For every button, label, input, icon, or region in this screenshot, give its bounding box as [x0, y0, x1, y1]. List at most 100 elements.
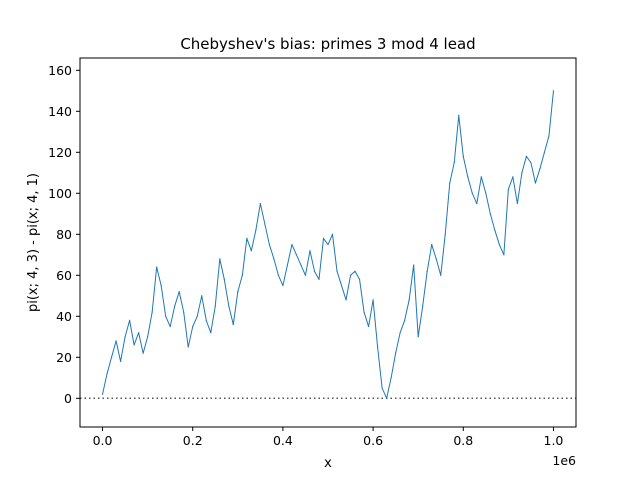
- data-point: [101, 393, 104, 395]
- data-point: [201, 295, 203, 297]
- plot-frame: [79, 57, 577, 428]
- data-point: [467, 176, 469, 178]
- data-point: [471, 192, 473, 194]
- y-tick-label: 60: [56, 268, 72, 283]
- data-point: [458, 114, 460, 116]
- data-point: [336, 270, 338, 272]
- data-point: [381, 387, 383, 389]
- data-point: [372, 299, 374, 301]
- data-point: [331, 233, 334, 235]
- data-point: [435, 258, 437, 260]
- data-point: [187, 346, 189, 348]
- y-tick-label: 160: [48, 63, 72, 78]
- y-tick-label: 80: [56, 227, 72, 242]
- data-point: [259, 202, 261, 205]
- data-point: [295, 254, 298, 256]
- data-point: [489, 213, 491, 215]
- data-point: [390, 377, 392, 379]
- data-point: [426, 270, 428, 272]
- data-point: [133, 344, 135, 346]
- data-point: [192, 325, 194, 328]
- series-layer: [101, 90, 555, 399]
- y-tick-label: 120: [48, 145, 72, 160]
- chart-title: Chebyshev's bias: primes 3 mod 4 lead: [180, 35, 475, 53]
- data-point: [174, 305, 176, 307]
- data-point: [119, 360, 122, 362]
- data-point: [165, 315, 167, 317]
- data-point: [110, 356, 113, 358]
- data-point: [327, 243, 329, 246]
- data-point: [552, 90, 555, 92]
- data-point: [363, 311, 365, 313]
- data-point: [349, 274, 352, 276]
- plot-background: [80, 58, 576, 427]
- data-point: [237, 291, 239, 293]
- data-point: [309, 250, 311, 252]
- data-point: [129, 319, 131, 321]
- data-point: [183, 311, 185, 313]
- data-point: [322, 237, 325, 239]
- data-point: [313, 270, 316, 272]
- data-point: [318, 278, 320, 280]
- data-point: [291, 243, 293, 246]
- data-point: [223, 278, 225, 280]
- data-point: [498, 243, 500, 246]
- data-point: [214, 305, 216, 307]
- data-point: [422, 305, 424, 307]
- x-tick-label: 0.8: [453, 433, 473, 448]
- data-point: [354, 270, 356, 272]
- data-point: [494, 229, 496, 231]
- data-point: [543, 151, 546, 153]
- data-point: [485, 192, 487, 194]
- x-axis-label: x: [324, 456, 332, 471]
- data-point: [345, 299, 347, 301]
- data-point: [255, 229, 257, 231]
- y-axis-label: pi(x; 4, 3) - pi(x; 4, 1): [26, 173, 41, 312]
- data-point: [196, 315, 198, 317]
- data-point: [440, 274, 442, 276]
- data-point: [277, 274, 279, 276]
- x-tick-label: 0.2: [183, 433, 203, 448]
- data-point: [404, 319, 406, 321]
- data-point: [521, 172, 523, 174]
- data-point: [115, 340, 117, 342]
- y-tick-label: 140: [48, 104, 72, 119]
- data-point: [395, 352, 397, 354]
- data-point: [340, 284, 343, 287]
- x-tick-label: 0.6: [363, 433, 383, 448]
- data-point: [241, 274, 243, 276]
- y-tick-label: 0: [64, 391, 72, 406]
- data-point: [178, 291, 180, 293]
- data-point: [219, 258, 221, 260]
- data-point: [408, 299, 410, 301]
- data-point: [160, 284, 162, 287]
- x-offset-label: 1e6: [552, 453, 576, 468]
- x-tick-label: 1.0: [544, 433, 564, 448]
- y-tick-label: 100: [48, 186, 72, 201]
- data-point: [304, 274, 307, 276]
- data-point: [525, 155, 528, 157]
- data-point: [282, 284, 284, 287]
- data-point: [476, 202, 478, 205]
- data-point: [232, 323, 234, 326]
- data-point: [462, 155, 464, 157]
- data-point: [449, 182, 451, 184]
- data-point: [367, 325, 370, 328]
- data-point: [548, 135, 550, 137]
- data-point: [228, 305, 230, 307]
- data-point: [386, 397, 388, 399]
- data-point: [106, 373, 108, 375]
- data-point: [246, 237, 248, 239]
- data-point: [453, 161, 455, 164]
- x-axis-ticks: 0.0 0.2 0.4 0.6 0.8 1.0: [93, 427, 564, 448]
- data-point: [417, 336, 419, 338]
- data-point: [264, 223, 266, 225]
- data-point: [516, 202, 518, 205]
- data-point: [534, 182, 537, 184]
- data-point: [507, 188, 509, 190]
- data-point: [300, 264, 302, 266]
- data-point: [431, 243, 433, 246]
- data-point: [358, 278, 361, 280]
- y-tick-label: 20: [56, 350, 72, 365]
